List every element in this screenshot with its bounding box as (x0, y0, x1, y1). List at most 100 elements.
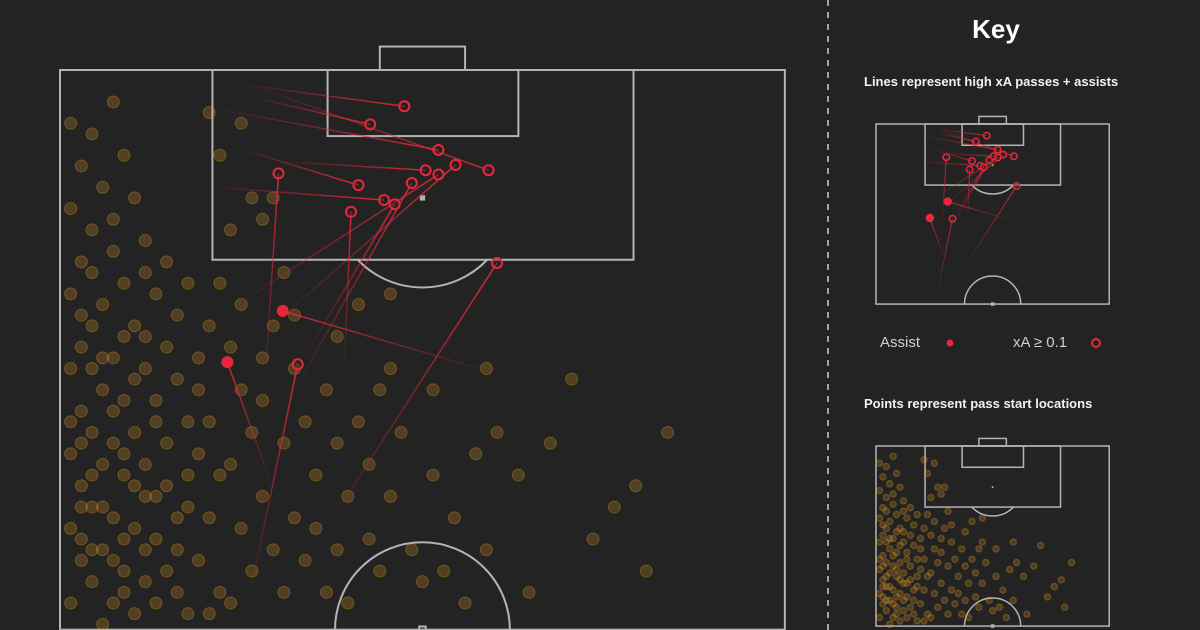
pass-start-point (330, 436, 344, 450)
pass-start-point (288, 511, 302, 525)
pass-start-point (85, 266, 99, 280)
pass-start-point (256, 351, 270, 365)
pass-start-point (128, 521, 142, 535)
pass-start-point (896, 541, 904, 550)
pass-start-point (879, 552, 887, 560)
pass-start-point (930, 459, 939, 467)
pass-start-point (96, 543, 110, 557)
center-spot (990, 302, 995, 306)
pass-start-point (586, 532, 600, 546)
pass-start-point (882, 524, 890, 533)
pass-line (245, 84, 405, 107)
pass-start-point (1009, 596, 1017, 605)
pass-start-point (320, 383, 333, 397)
pass-line (289, 164, 456, 311)
pass-start-point (940, 524, 949, 533)
pass-line (941, 157, 947, 221)
pass-start-point (896, 617, 904, 625)
pass-start-point (128, 607, 142, 621)
pass-start-point (927, 569, 935, 577)
xa-marker (979, 163, 988, 172)
pass-start-point (892, 510, 901, 519)
pass-start-point (383, 287, 397, 301)
pass-start-point (910, 610, 918, 618)
pass-start-point (920, 617, 928, 625)
xa-marker (985, 156, 994, 165)
pass-start-point (978, 538, 987, 546)
pass-start-point (971, 593, 980, 601)
pass-start-point (437, 564, 451, 578)
pass-line (964, 185, 1018, 268)
pass-start-point (330, 543, 344, 557)
pass-start-point (522, 585, 536, 599)
xa-marker (491, 256, 504, 269)
pass-start-point (903, 613, 911, 622)
pass-start-point (999, 586, 1007, 594)
pass-start-point (882, 462, 890, 471)
pass-start-point (913, 510, 921, 519)
pass-start-point (1002, 613, 1011, 622)
pass-start-point (916, 545, 925, 553)
pass-start-point (181, 415, 195, 429)
pass-start-point (882, 538, 890, 546)
pass-start-point (910, 541, 918, 550)
pass-start-point (875, 459, 884, 467)
pass-start-point (85, 127, 99, 141)
pass-start-point (875, 589, 884, 598)
pass-start-point (106, 436, 120, 450)
pass-start-point (149, 489, 163, 503)
pass-start-point (85, 500, 99, 514)
pass-start-point (892, 610, 901, 618)
pass-start-point (927, 493, 935, 502)
pass-start-point (64, 521, 78, 535)
pass-start-point (1067, 558, 1076, 567)
xa-marker (482, 164, 495, 177)
goal (978, 437, 1008, 447)
pass-start-point (958, 610, 966, 618)
six-yard-box (326, 69, 520, 138)
pass-start-point (899, 606, 908, 615)
pass-start-point (892, 593, 901, 601)
pass-start-point (951, 555, 959, 563)
pass-line (926, 161, 981, 167)
pass-start-point (117, 564, 131, 578)
pass-start-point (975, 603, 983, 611)
pass-start-point (875, 514, 884, 522)
pass-start-point (899, 569, 908, 577)
pass-start-point (903, 579, 911, 587)
xa-marker (419, 164, 432, 177)
pass-start-point (192, 351, 206, 365)
pass-start-point (160, 479, 174, 493)
pass-start-point (1023, 610, 1031, 618)
pass-start-point (1060, 603, 1069, 611)
pass-start-point (106, 511, 120, 525)
pass-start-point (202, 106, 216, 120)
xa-marker (968, 157, 976, 165)
penalty-spot (419, 195, 426, 201)
pass-start-point (85, 543, 99, 557)
pass-start-point (930, 545, 939, 553)
pass-start-point (879, 593, 887, 601)
pass-start-point (565, 372, 579, 386)
pass-start-point (961, 528, 969, 536)
key-pitch-points (875, 437, 1110, 629)
pass-start-point (383, 361, 397, 375)
pass-line (299, 182, 413, 381)
xa-marker (378, 194, 391, 207)
pass-start-point (882, 582, 890, 591)
pass-start-point (930, 589, 939, 598)
main-pitch (59, 45, 786, 630)
pass-start-point (277, 436, 291, 450)
pass-start-point (138, 489, 152, 503)
pass-start-point (889, 452, 897, 460)
penalty-spot (991, 164, 994, 167)
pass-start-point (903, 514, 911, 522)
pass-start-point (910, 596, 918, 605)
pass-start-point (128, 372, 142, 386)
xa-marker (965, 165, 974, 174)
pass-start-point (934, 483, 942, 491)
pass-start-point (889, 586, 897, 594)
pass-start-point (920, 456, 928, 464)
pass-start-point (607, 500, 621, 514)
pass-start-point (415, 575, 429, 589)
